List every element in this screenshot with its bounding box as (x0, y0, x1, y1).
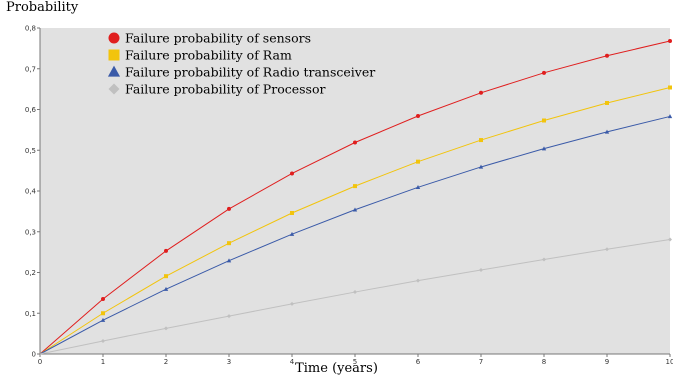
legend: Failure probability of sensors Failure pr… (107, 31, 375, 97)
data-point-failure-probability-of-ram (290, 211, 294, 216)
x-tick-label: 10 (666, 358, 673, 366)
legend-label-failure-probability-of-radio-transceiver: Failure probability of Radio transceiver (125, 65, 375, 80)
y-tick-label: 0,5 (25, 147, 36, 155)
data-point-failure-probability-of-sensors (101, 296, 105, 301)
data-point-failure-probability-of-radio-transceiver (352, 207, 358, 212)
data-point-failure-probability-of-sensors (227, 206, 231, 211)
data-point-failure-probability-of-sensors (605, 53, 609, 58)
x-axis-title: Time (years) (295, 361, 378, 376)
data-point-failure-probability-of-ram (605, 100, 609, 105)
data-point-failure-probability-of-sensors (668, 39, 672, 44)
y-tick-label: 0,2 (25, 269, 36, 277)
data-point-failure-probability-of-processor (290, 301, 294, 306)
data-point-failure-probability-of-processor (416, 278, 420, 283)
data-point-failure-probability-of-radio-transceiver (226, 258, 232, 263)
data-point-failure-probability-of-sensors (479, 90, 483, 95)
data-point-failure-probability-of-processor (668, 237, 672, 242)
data-point-failure-probability-of-sensors (353, 140, 357, 145)
data-point-failure-probability-of-ram (668, 85, 672, 90)
x-tick-label: 3 (227, 358, 231, 366)
data-point-failure-probability-of-radio-transceiver (478, 164, 484, 169)
x-tick-label: 9 (605, 358, 609, 366)
legend-label-failure-probability-of-processor: Failure probability of Processor (125, 82, 325, 97)
data-point-failure-probability-of-sensors (290, 171, 294, 176)
data-point-failure-probability-of-processor (227, 314, 231, 319)
data-point-failure-probability-of-radio-transceiver (604, 129, 610, 134)
x-tick-label: 1 (101, 358, 105, 366)
data-point-failure-probability-of-ram (416, 159, 420, 164)
data-point-failure-probability-of-ram (353, 184, 357, 189)
data-point-failure-probability-of-ram (101, 311, 105, 316)
legend-marker-failure-probability-of-processor (108, 83, 120, 95)
data-point-failure-probability-of-ram (479, 138, 483, 143)
y-tick-label: 0,3 (25, 228, 36, 236)
y-tick-label: 0,6 (25, 106, 37, 114)
legend-marker-failure-probability-of-ram (108, 49, 120, 61)
y-axis-ticks: 0 0,1 0,2 0,3 0,4 0,5 0,6 0,7 0,8 (25, 25, 40, 359)
data-point-failure-probability-of-radio-transceiver (415, 185, 421, 190)
y-axis-title: Probability (6, 0, 79, 15)
data-point-failure-probability-of-radio-transceiver (667, 114, 673, 119)
data-point-failure-probability-of-ram (164, 274, 168, 279)
legend-label-failure-probability-of-ram: Failure probability of Ram (125, 48, 292, 63)
legend-label-failure-probability-of-sensors: Failure probability of sensors (125, 31, 311, 46)
x-tick-label: 4 (290, 358, 295, 366)
x-tick-label: 7 (479, 358, 483, 366)
x-tick-label: 2 (164, 358, 168, 366)
x-tick-label: 8 (542, 358, 546, 366)
data-point-failure-probability-of-ram (227, 241, 231, 246)
data-point-failure-probability-of-processor (605, 247, 609, 252)
data-point-failure-probability-of-processor (353, 290, 357, 295)
data-point-failure-probability-of-radio-transceiver (541, 146, 547, 151)
data-point-failure-probability-of-processor (542, 257, 546, 262)
data-point-failure-probability-of-sensors (164, 248, 168, 253)
y-tick-label: 0,1 (25, 310, 36, 318)
legend-marker-failure-probability-of-sensors (108, 32, 120, 44)
data-point-failure-probability-of-processor (101, 338, 105, 343)
x-axis-ticks: 0 1 2 3 4 5 6 7 8 9 10 (38, 354, 673, 366)
y-tick-label: 0 (32, 351, 36, 359)
x-tick-label: 5 (353, 358, 357, 366)
series-group (39, 39, 673, 355)
y-tick-label: 0,8 (25, 25, 36, 33)
data-point-failure-probability-of-sensors (416, 114, 420, 119)
data-point-failure-probability-of-radio-transceiver (289, 231, 295, 236)
data-point-failure-probability-of-processor (164, 326, 168, 331)
y-tick-label: 0,7 (25, 65, 36, 73)
data-point-failure-probability-of-ram (542, 118, 546, 123)
x-tick-label: 6 (416, 358, 421, 366)
data-point-failure-probability-of-sensors (542, 70, 546, 75)
data-point-failure-probability-of-radio-transceiver (100, 317, 106, 322)
legend-marker-failure-probability-of-radio-transceiver (107, 65, 121, 77)
data-point-failure-probability-of-radio-transceiver (163, 286, 169, 291)
data-point-failure-probability-of-processor (479, 268, 483, 273)
x-tick-label: 0 (38, 358, 42, 366)
y-tick-label: 0,4 (25, 188, 37, 196)
